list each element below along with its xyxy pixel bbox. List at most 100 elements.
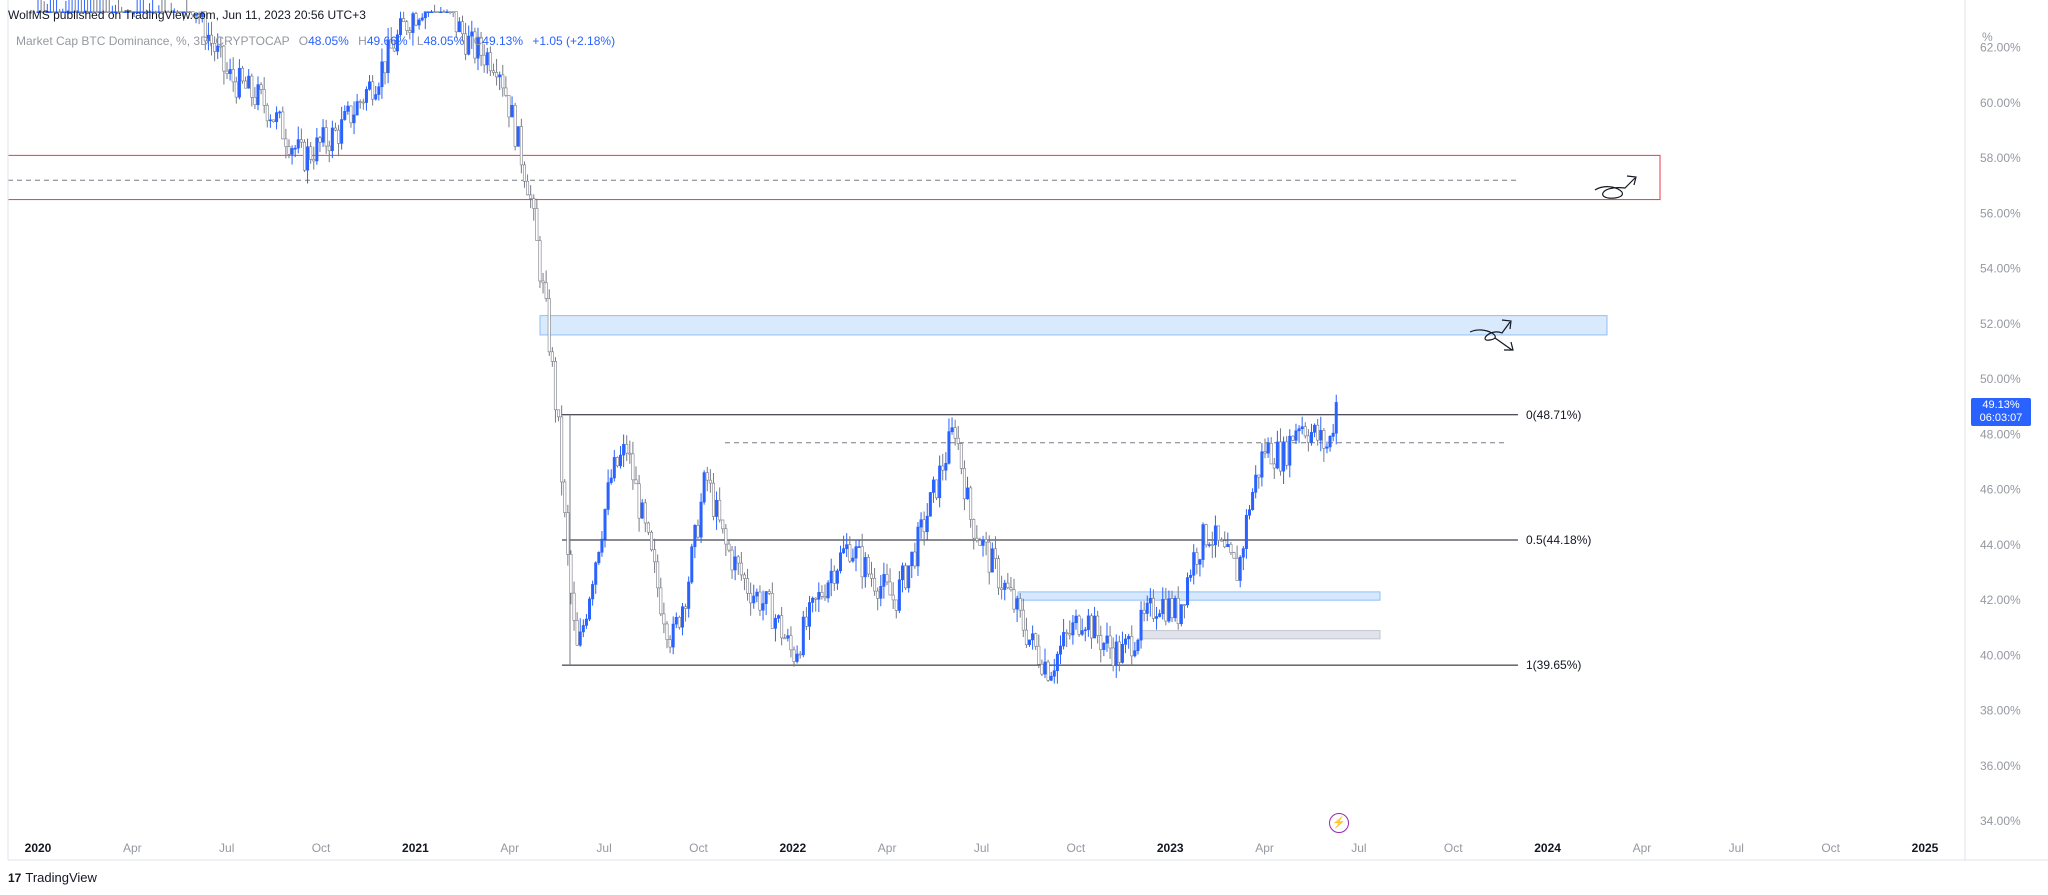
candle-body: [86, 11, 90, 14]
candle-body: [423, 11, 427, 19]
candle-body: [1102, 643, 1106, 650]
candle-body: [563, 481, 567, 513]
candle-body: [1114, 641, 1118, 666]
candle-body: [656, 561, 660, 589]
candle-body: [352, 114, 356, 124]
price-axis[interactable]: 34.00% 36.00% 38.00% 40.00% 42.00% 44.00% 46.0…: [1964, 0, 2021, 860]
candle-body: [557, 409, 561, 418]
candle-body: [1229, 544, 1233, 553]
candle-body: [572, 592, 576, 621]
candle-body: [851, 557, 855, 562]
candle-body: [1220, 539, 1224, 542]
candle-body: [529, 194, 533, 199]
bar-countdown: 06:03:07: [1979, 412, 2023, 424]
candle-body: [1198, 559, 1202, 565]
close-value: 49.13%: [482, 34, 523, 48]
candle-body: [203, 11, 207, 42]
drawing-zones[interactable]: [7, 154, 1661, 640]
candle-body: [67, 11, 71, 14]
candle-body: [1000, 587, 1004, 590]
candle-body: [185, 11, 189, 14]
candle-body: [1170, 598, 1174, 619]
candle-body: [1099, 635, 1103, 650]
candle-body: [485, 52, 489, 66]
candle-body: [1006, 582, 1010, 589]
projection-arrows[interactable]: [1469, 175, 1637, 351]
candle-body: [123, 11, 127, 14]
candle-body: [1269, 442, 1273, 465]
candle-body: [1021, 609, 1025, 631]
candle-body: [76, 11, 80, 14]
candle-body: [231, 69, 235, 83]
candle-body: [1108, 635, 1112, 649]
candle-body: [1235, 557, 1239, 581]
candle-body: [436, 11, 440, 14]
candle-body: [959, 443, 963, 469]
candle-body: [547, 298, 551, 353]
candle-body: [104, 11, 108, 14]
candles: [36, 0, 1338, 684]
candle-body: [426, 11, 430, 14]
candle-body: [770, 593, 774, 629]
candle-body: [972, 519, 976, 539]
footer-brand[interactable]: 17 TradingView: [8, 870, 97, 885]
candle-body: [495, 72, 499, 78]
candle-body: [581, 625, 585, 633]
candle-body: [591, 584, 595, 600]
candle-body: [402, 18, 406, 23]
candle-body: [715, 499, 719, 517]
candle-body: [36, 11, 40, 14]
candle-body: [491, 70, 495, 73]
candle-body: [405, 21, 409, 31]
x-tick-label: 2022: [779, 841, 806, 855]
candle-body: [206, 34, 210, 42]
candle-body: [169, 11, 173, 14]
y-tick-label: 40.00%: [1980, 648, 2021, 662]
candle-body: [182, 11, 186, 14]
candle-body: [293, 147, 297, 150]
candle-body: [1127, 636, 1131, 640]
level-lines[interactable]: [562, 414, 1518, 666]
candle-body: [498, 74, 502, 78]
candle-body: [501, 74, 505, 89]
high-label: H: [358, 34, 367, 48]
candle-body: [1024, 629, 1028, 645]
x-tick-label: Oct: [1067, 841, 1086, 855]
y-tick-label: 52.00%: [1980, 317, 2021, 331]
candle-body: [690, 546, 694, 583]
candle-body: [643, 502, 647, 524]
candle-body: [510, 105, 514, 118]
candle-body: [888, 581, 892, 596]
candle-body: [522, 164, 526, 182]
candle-body: [346, 105, 350, 112]
candle-body: [259, 84, 263, 90]
candle-body: [845, 544, 849, 549]
candle-body: [938, 465, 942, 499]
candle-body: [1065, 632, 1069, 634]
y-tick-label: 56.00%: [1980, 206, 2021, 220]
candle-body: [45, 11, 49, 14]
candle-body: [823, 596, 827, 599]
candle-body: [981, 539, 985, 546]
x-tick-label: Apr: [1633, 841, 1652, 855]
low-label: L: [416, 34, 424, 48]
candle-body: [228, 69, 232, 74]
high-value: 49.66%: [366, 34, 408, 48]
candle-body: [749, 592, 753, 604]
lightning-icon[interactable]: ⚡: [1329, 813, 1349, 833]
candle-body: [417, 19, 421, 26]
y-tick-label: 46.00%: [1980, 483, 2021, 497]
time-axis[interactable]: 2020 Apr Jul Oct 2021 Apr Jul Oct 2022 Apr Jul Oct 2…: [7, 0, 2048, 861]
candle-body: [1325, 446, 1329, 449]
candle-body: [755, 591, 759, 597]
candle-body: [786, 635, 790, 639]
candle-body: [51, 11, 55, 14]
candle-body: [287, 146, 291, 155]
candle-body: [1028, 639, 1032, 645]
candle-body: [1037, 645, 1041, 665]
candle-body: [1179, 604, 1183, 625]
candle-body: [154, 11, 158, 14]
brand-name: TradingView: [25, 870, 97, 885]
candle-body: [219, 45, 223, 48]
